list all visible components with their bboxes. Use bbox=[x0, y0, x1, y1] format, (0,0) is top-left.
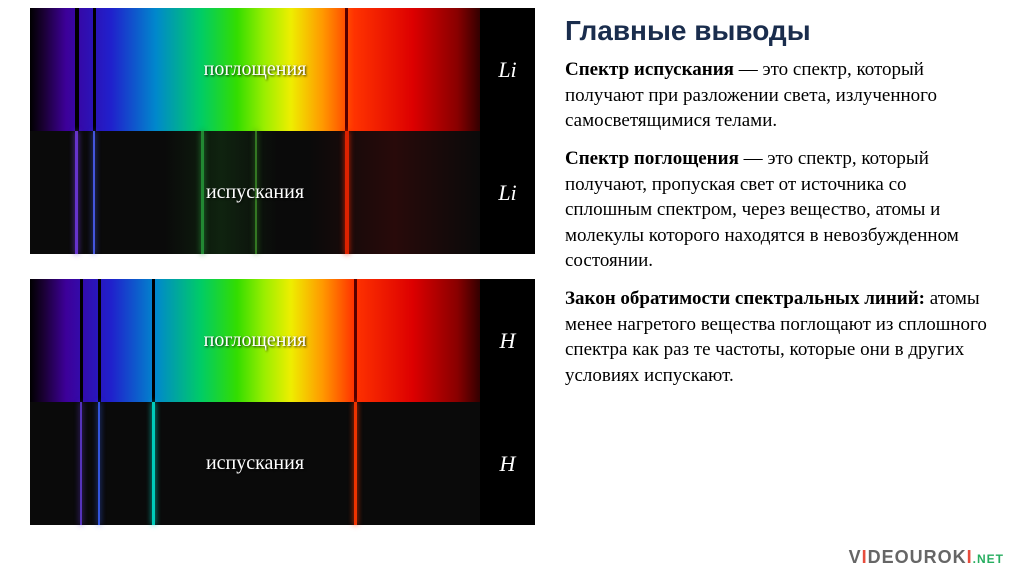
emission-row: испускания H bbox=[30, 402, 535, 525]
emission-line bbox=[98, 402, 100, 525]
paragraph: Закон обратимости спектральных линий: ат… bbox=[565, 286, 994, 389]
emission-line bbox=[345, 131, 349, 254]
term: Закон обратимости спектральных линий: bbox=[565, 288, 925, 309]
spectrum-group: поглощения Li испускания Li bbox=[30, 8, 535, 254]
emission-row: испускания Li bbox=[30, 131, 535, 254]
emission-spectrum: испускания bbox=[30, 402, 480, 525]
emission-line bbox=[152, 402, 155, 525]
absorption-spectrum: поглощения bbox=[30, 8, 480, 131]
absorption-line bbox=[80, 279, 83, 402]
emission-line bbox=[354, 402, 357, 525]
emission-tint bbox=[309, 131, 480, 254]
element-symbol: Li bbox=[480, 8, 535, 131]
emission-label: испускания bbox=[206, 452, 304, 475]
absorption-spectrum: поглощения bbox=[30, 279, 480, 402]
emission-line bbox=[201, 131, 204, 254]
watermark: VIDEOUROKI.NET bbox=[849, 547, 1004, 568]
absorption-label: поглощения bbox=[204, 329, 307, 352]
term: Спектр поглощения bbox=[565, 148, 739, 169]
emission-line bbox=[75, 131, 78, 254]
absorption-row: поглощения H bbox=[30, 279, 535, 402]
emission-line bbox=[93, 131, 95, 254]
absorption-line bbox=[93, 8, 96, 131]
paragraphs-container: Спектр испускания — это спектр, который … bbox=[565, 57, 994, 389]
absorption-line bbox=[75, 8, 79, 131]
element-symbol: H bbox=[480, 402, 535, 525]
spectrum-group: поглощения Hиспускания H bbox=[30, 279, 535, 525]
absorption-line bbox=[354, 279, 357, 402]
paragraph: Спектр испускания — это спектр, который … bbox=[565, 57, 994, 134]
page-title: Главные выводы bbox=[565, 15, 994, 47]
emission-line bbox=[80, 402, 82, 525]
term: Спектр испускания bbox=[565, 59, 734, 80]
paragraph: Спектр поглощения — это спектр, который … bbox=[565, 146, 994, 274]
absorption-line bbox=[152, 279, 155, 402]
absorption-label: поглощения bbox=[204, 58, 307, 81]
element-symbol: Li bbox=[480, 131, 535, 254]
spectra-panel: поглощения Li испускания Li поглощения Hиспус… bbox=[0, 0, 545, 574]
emission-label: испускания bbox=[206, 181, 304, 204]
absorption-row: поглощения Li bbox=[30, 8, 535, 131]
absorption-line bbox=[98, 279, 101, 402]
emission-spectrum: испускания bbox=[30, 131, 480, 254]
absorption-line bbox=[345, 8, 348, 131]
text-panel: Главные выводы Спектр испускания — это с… bbox=[545, 0, 1024, 574]
element-symbol: H bbox=[480, 279, 535, 402]
